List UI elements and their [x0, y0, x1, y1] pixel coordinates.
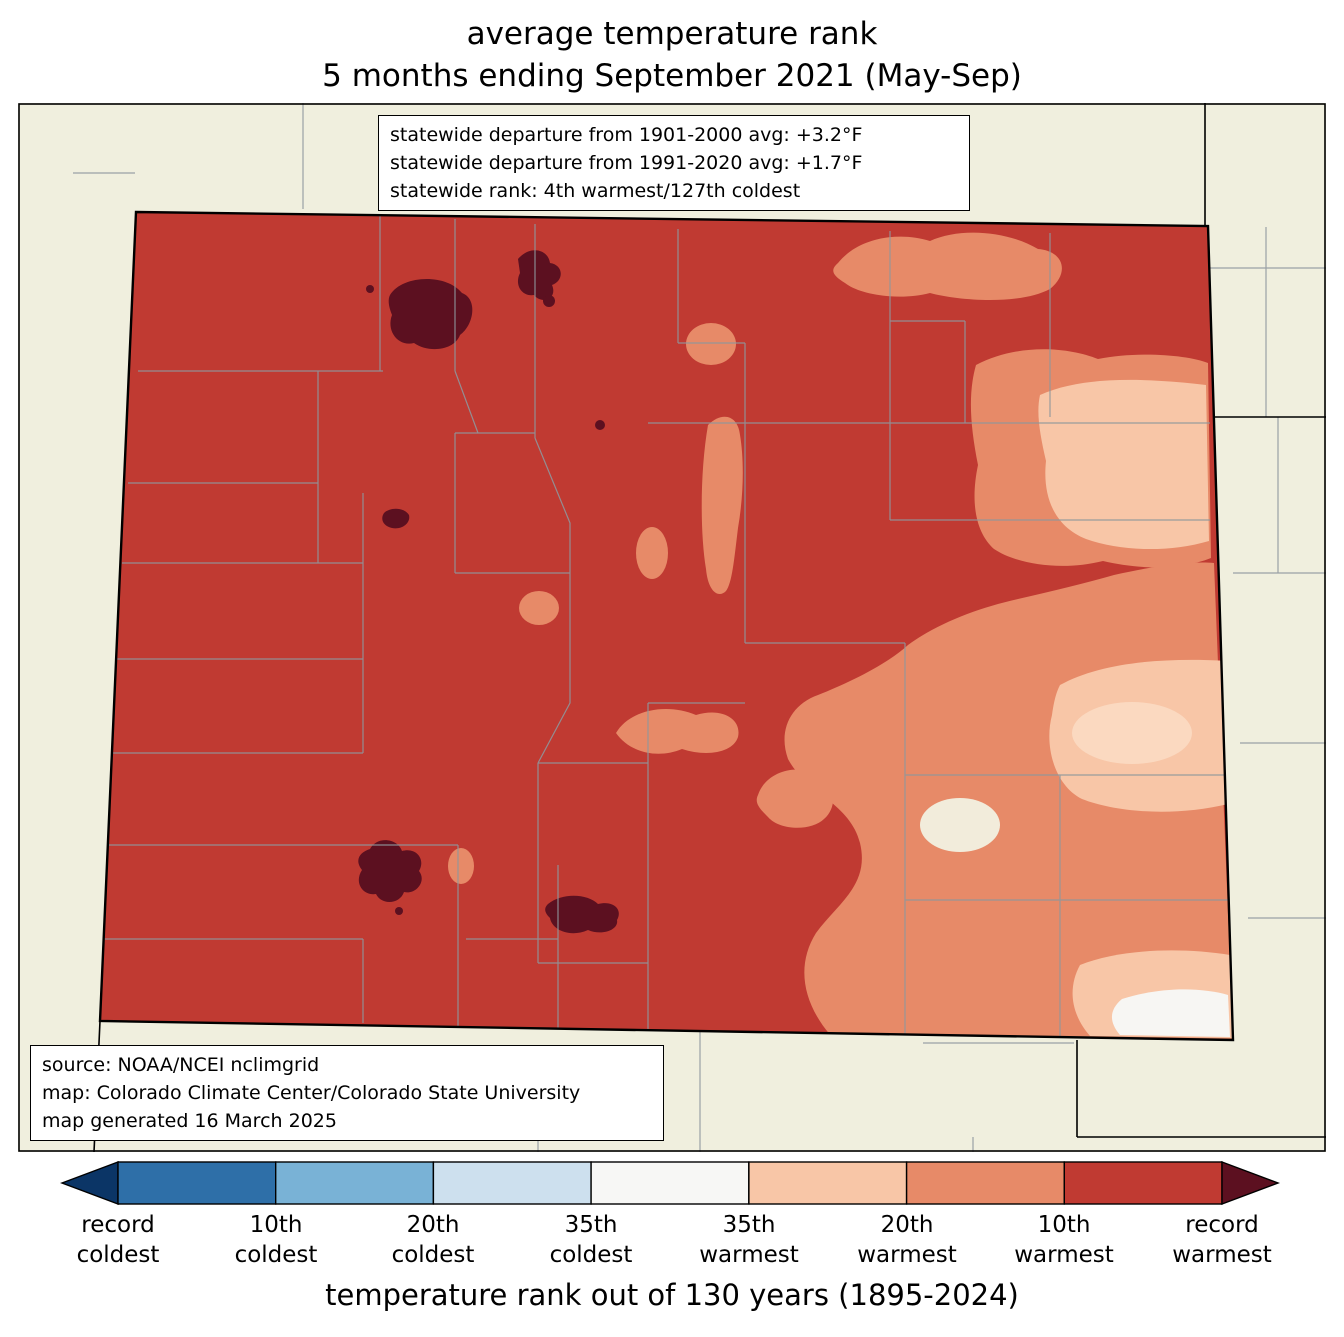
stats-line1: statewide departure from 1901-2000 avg: …: [390, 124, 863, 146]
colorbar-caption: temperature rank out of 130 years (1895-…: [325, 1278, 1019, 1312]
source-line3: map generated 16 March 2025: [42, 1110, 337, 1132]
colorbar-seg-near-normal: [590, 1161, 750, 1205]
plot-frame: [18, 103, 1326, 1152]
record-warmest-patches: [358, 250, 619, 934]
county-lines: [102, 215, 1233, 1039]
colorado-state-border: [98, 210, 1235, 1042]
source-line1: source: NOAA/NCEI nclimgrid: [42, 1054, 320, 1076]
colorbar-seg-20th-to-35th-coldest: [432, 1161, 592, 1205]
source-line2: map: Colorado Climate Center/Colorado St…: [42, 1082, 581, 1104]
colorbar-label-35th-warmest: 35th warmest: [699, 1212, 799, 1268]
colorbar-seg-35th-to-20th-warmest: [748, 1161, 908, 1205]
colorbar-label-35th-coldest: 35th coldest: [549, 1212, 633, 1268]
source-attribution-box: source: NOAA/NCEI nclimgrid map: Colorad…: [30, 1045, 664, 1141]
colorbar-seg-10th-to-20th-coldest: [275, 1161, 435, 1205]
colorado-map: [18, 103, 1326, 1152]
stats-line3: statewide rank: 4th warmest/127th coldes…: [390, 180, 801, 202]
neighbor-state-borders: [93, 103, 1326, 1152]
colorbar-label-20th-warmest: 20th warmest: [857, 1212, 957, 1268]
colorbar-label-10th-warmest: 10th warmest: [1014, 1212, 1114, 1268]
colorbar-seg-20th-to-10th-warmest: [905, 1161, 1065, 1205]
stats-line2: statewide departure from 1991-2020 avg: …: [390, 152, 863, 174]
colorbar-label-record-warmest: record warmest: [1172, 1212, 1272, 1268]
pale-regions: [920, 702, 1230, 1037]
colorbar-label-10th-coldest: 10th coldest: [234, 1212, 318, 1268]
page-title-line1: average temperature rank: [466, 16, 878, 52]
colorbar: [60, 1160, 1280, 1206]
colorbar-label-record-coldest: record coldest: [76, 1212, 160, 1268]
colorbar-seg-record-to-10th-coldest: [117, 1161, 277, 1205]
colorbar-label-20th-coldest: 20th coldest: [391, 1212, 475, 1268]
statewide-stats-box: statewide departure from 1901-2000 avg: …: [378, 115, 970, 211]
colorbar-arrow-record-warmest: [1221, 1160, 1280, 1206]
colorbar-seg-10th-to-record-warmest: [1063, 1161, 1223, 1205]
colorbar-arrow-record-coldest: [60, 1160, 119, 1206]
page-title-line2: 5 months ending September 2021 (May-Sep): [322, 58, 1022, 94]
